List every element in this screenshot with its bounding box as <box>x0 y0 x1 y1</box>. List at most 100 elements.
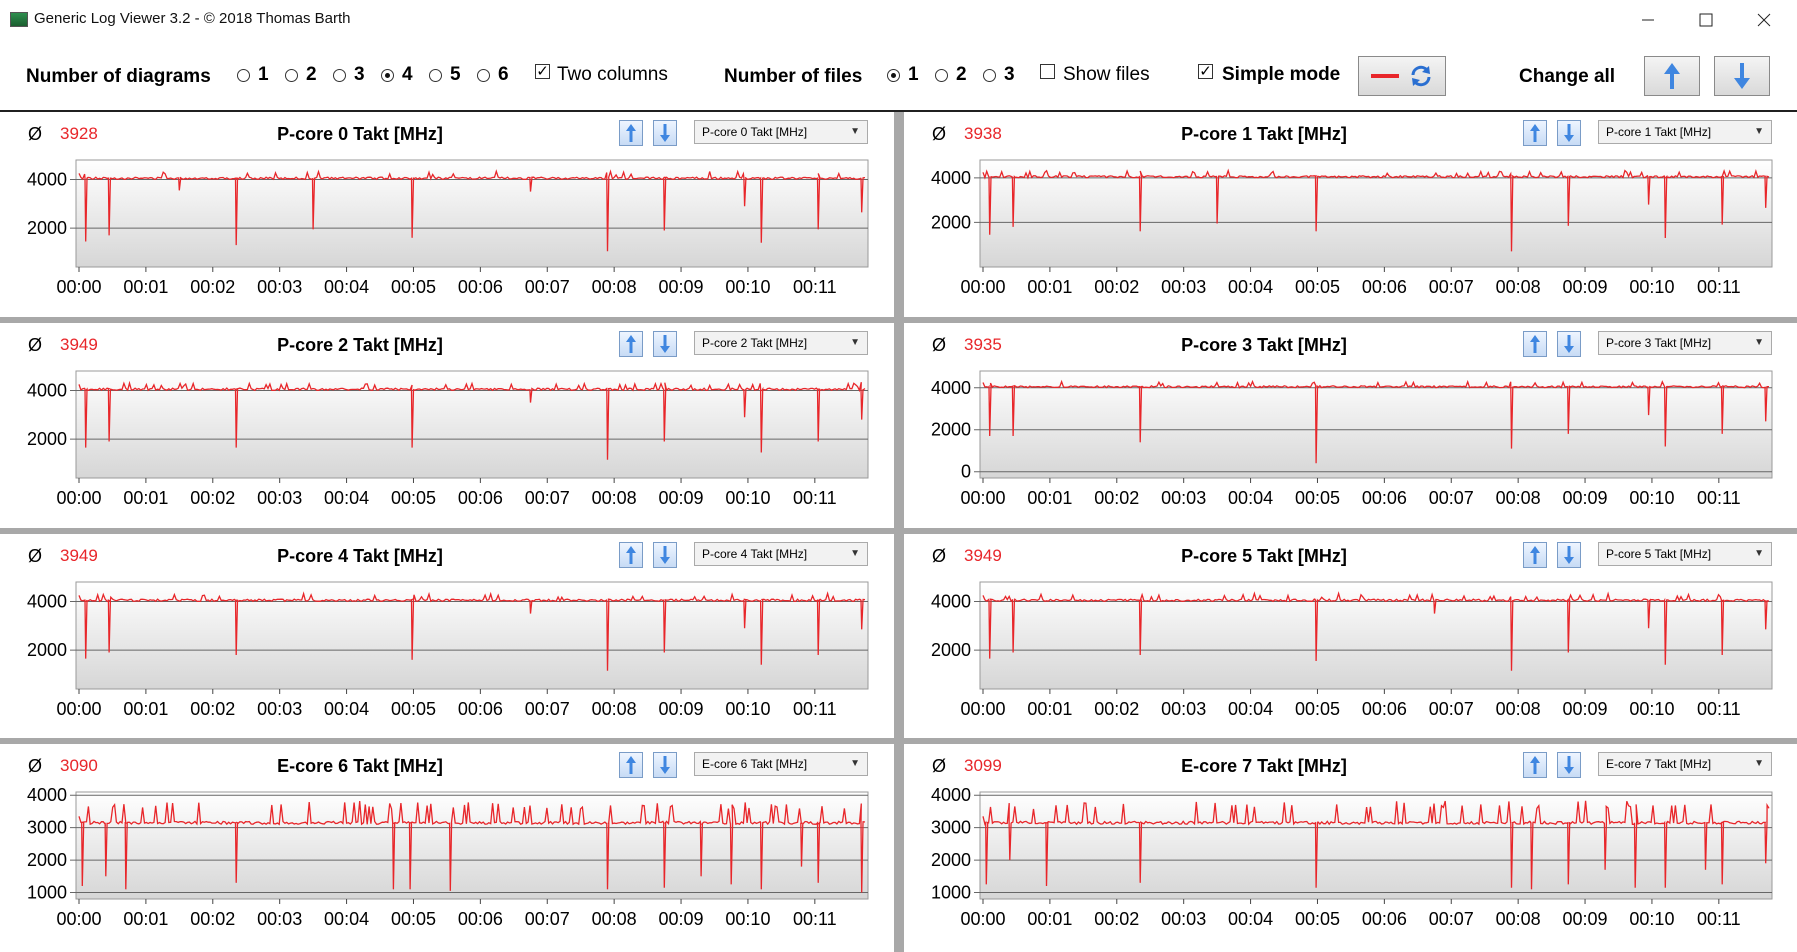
minimize-button[interactable] <box>1620 0 1676 40</box>
move-up-button[interactable] <box>1523 331 1547 357</box>
x-tick-label: 00:09 <box>659 909 704 929</box>
move-down-button[interactable] <box>653 542 677 568</box>
simple-mode-checkbox[interactable]: ✓ <box>1198 63 1213 80</box>
average-symbol: Ø <box>932 335 947 355</box>
diagram-title: P-core 1 Takt [MHz] <box>1181 124 1347 144</box>
move-down-button[interactable] <box>1557 542 1581 568</box>
move-up-button[interactable] <box>1523 542 1547 568</box>
x-tick-label: 00:09 <box>659 277 704 297</box>
move-up-button[interactable] <box>619 331 643 357</box>
x-tick-label: 00:04 <box>1228 699 1273 719</box>
show-files-checkbox[interactable] <box>1040 64 1055 79</box>
color-refresh-button[interactable] <box>1358 56 1446 96</box>
x-tick-label: 00:06 <box>458 699 503 719</box>
x-tick-label: 00:02 <box>190 277 235 297</box>
diagrams-radio-4[interactable] <box>381 69 394 82</box>
x-tick-label: 00:11 <box>1697 909 1741 929</box>
arrow-up-icon <box>626 124 636 142</box>
x-tick-label: 00:11 <box>1697 699 1741 719</box>
diagrams-radio-2[interactable] <box>285 69 298 82</box>
sensor-select[interactable]: E-core 7 Takt [MHz] ▼ <box>1598 752 1772 776</box>
files-radio-3[interactable] <box>983 69 996 82</box>
average-value: 3949 <box>60 335 98 354</box>
minimize-icon <box>1642 19 1654 21</box>
x-tick-label: 00:02 <box>190 699 235 719</box>
chevron-down-icon: ▼ <box>850 758 860 769</box>
move-up-button[interactable] <box>1523 752 1547 778</box>
files-radio-1[interactable] <box>887 69 900 82</box>
diagrams-radio-3[interactable] <box>333 69 346 82</box>
diagrams-radio-6[interactable] <box>477 69 490 82</box>
x-tick-label: 00:01 <box>1027 909 1072 929</box>
sensor-select[interactable]: P-core 2 Takt [MHz] ▼ <box>694 331 868 355</box>
num-diagrams-label: Number of diagrams <box>26 66 211 87</box>
move-down-button[interactable] <box>1557 331 1581 357</box>
move-down-button[interactable] <box>653 752 677 778</box>
red-line-icon <box>1371 74 1399 78</box>
line-chart: 2000 4000 00:00 00:01 00:02 00:03 00:04 00:05 00… <box>27 370 869 508</box>
x-tick-label: 00:04 <box>1228 488 1273 508</box>
move-down-button[interactable] <box>1557 752 1581 778</box>
arrow-down-icon <box>660 756 670 774</box>
sensor-select[interactable]: P-core 1 Takt [MHz] ▼ <box>1598 120 1772 144</box>
diagram-title: P-core 2 Takt [MHz] <box>277 335 443 355</box>
diagrams-radio-1[interactable] <box>237 69 250 82</box>
sensor-select[interactable]: P-core 3 Takt [MHz] ▼ <box>1598 331 1772 355</box>
arrow-down-icon <box>1564 756 1574 774</box>
x-tick-label: 00:10 <box>1629 909 1674 929</box>
diagram-title: P-core 0 Takt [MHz] <box>277 124 443 144</box>
x-tick-label: 00:09 <box>1563 277 1608 297</box>
x-tick-label: 00:01 <box>123 699 168 719</box>
arrow-up-icon <box>1530 124 1540 142</box>
x-tick-label: 00:00 <box>56 277 101 297</box>
move-up-button[interactable] <box>1523 120 1547 146</box>
x-tick-label: 00:03 <box>257 909 302 929</box>
x-tick-label: 00:10 <box>725 699 770 719</box>
average-value: 3099 <box>964 756 1002 775</box>
x-tick-label: 00:09 <box>1563 699 1608 719</box>
diagram-title: P-core 4 Takt [MHz] <box>277 546 443 566</box>
y-tick-label: 4000 <box>27 169 67 189</box>
sensor-select[interactable]: E-core 6 Takt [MHz] ▼ <box>694 752 868 776</box>
plot-area <box>979 791 1773 900</box>
sensor-select-value: P-core 5 Takt [MHz] <box>1606 547 1712 561</box>
x-tick-label: 00:00 <box>960 277 1005 297</box>
maximize-button[interactable] <box>1678 0 1734 40</box>
move-all-down-button[interactable] <box>1714 56 1770 96</box>
arrow-up-icon <box>626 756 636 774</box>
files-radio-label: 1 <box>908 64 919 85</box>
x-tick-label: 00:07 <box>525 277 570 297</box>
average-value: 3935 <box>964 335 1002 354</box>
move-down-button[interactable] <box>653 331 677 357</box>
x-tick-label: 00:06 <box>1362 699 1407 719</box>
move-up-button[interactable] <box>619 752 643 778</box>
x-tick-label: 00:06 <box>458 909 503 929</box>
y-tick-label: 2000 <box>931 640 971 660</box>
move-all-up-button[interactable] <box>1644 56 1700 96</box>
move-up-button[interactable] <box>619 120 643 146</box>
y-tick-label: 4000 <box>27 591 67 611</box>
move-down-button[interactable] <box>653 120 677 146</box>
diagram-panel: 2000 4000 00:00 00:01 00:02 00:03 00:04 00:05 00… <box>0 323 894 528</box>
sensor-select[interactable]: P-core 0 Takt [MHz] ▼ <box>694 120 868 144</box>
x-tick-label: 00:09 <box>659 488 704 508</box>
diagram-grid: 2000 4000 00:00 00:01 00:02 00:03 00:04 00:05 00… <box>0 112 1797 952</box>
two-columns-checkbox[interactable]: ✓ <box>535 63 550 80</box>
arrow-up-icon <box>626 546 636 564</box>
move-up-button[interactable] <box>619 542 643 568</box>
sensor-select-value: P-core 3 Takt [MHz] <box>1606 336 1712 350</box>
x-tick-label: 00:03 <box>1161 699 1206 719</box>
sensor-select[interactable]: P-core 4 Takt [MHz] ▼ <box>694 542 868 566</box>
diagrams-radio-5[interactable] <box>429 69 442 82</box>
close-button[interactable] <box>1736 0 1792 40</box>
files-radio-2[interactable] <box>935 69 948 82</box>
move-down-button[interactable] <box>1557 120 1581 146</box>
diagram-panel: 0 2000 4000 00:00 00:01 00:02 00:03 00:04 00:05 0… <box>904 323 1797 528</box>
plot-area <box>75 581 869 690</box>
chevron-down-icon: ▼ <box>850 126 860 137</box>
x-tick-label: 00:01 <box>123 488 168 508</box>
line-chart: 0 2000 4000 00:00 00:01 00:02 00:03 00:04 00:05 0… <box>931 370 1773 508</box>
sensor-select[interactable]: P-core 5 Takt [MHz] ▼ <box>1598 542 1772 566</box>
x-tick-label: 00:07 <box>1429 277 1474 297</box>
x-tick-label: 00:04 <box>324 909 369 929</box>
